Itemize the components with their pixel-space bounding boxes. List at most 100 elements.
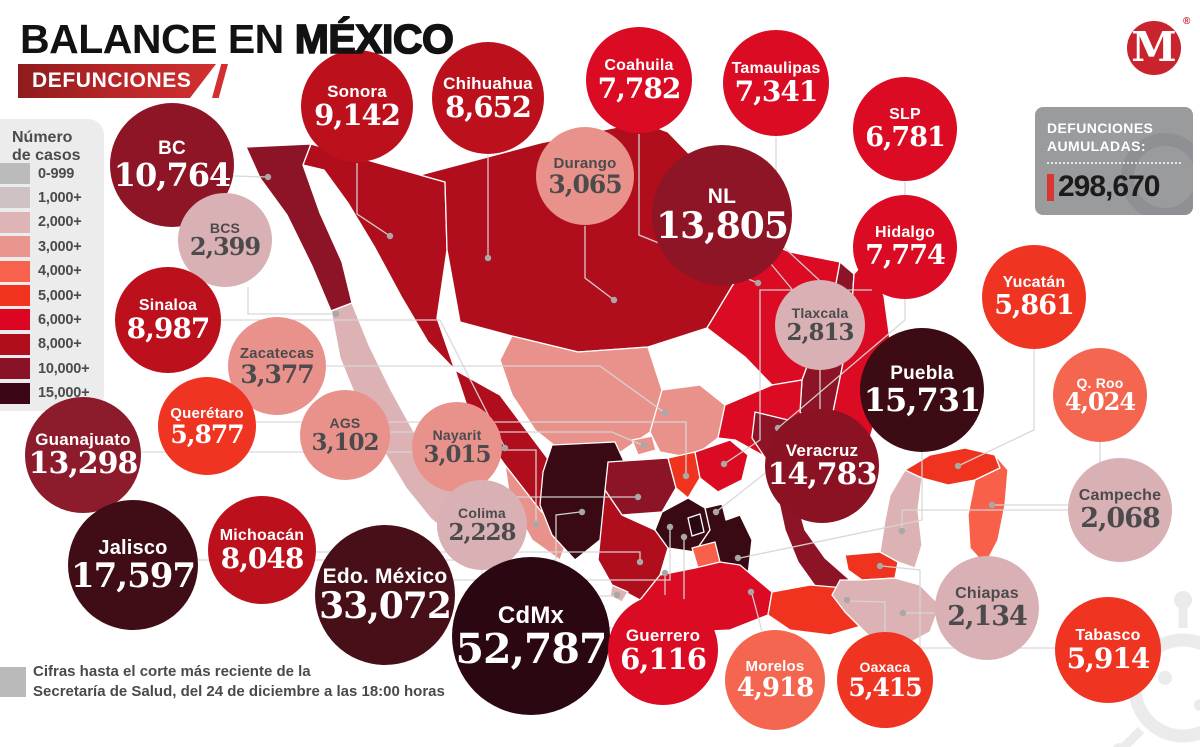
section-banner: DEFUNCIONES [18, 64, 216, 98]
state-bubble-veracruz: Veracruz 14,783 [765, 409, 879, 523]
bubble-death-count: 4,024 [1064, 387, 1136, 417]
legend-swatch [0, 285, 30, 306]
bubble-death-count: 8,048 [220, 541, 305, 575]
state-bubble-jalisco: Jalisco 17,597 [68, 500, 198, 630]
legend-item: 0-999 [0, 163, 74, 184]
accumulated-label-line1: DEFUNCIONES [1047, 120, 1154, 136]
legend-label: 2,000+ [38, 214, 82, 231]
state-bubble-sonora: Sonora 9,142 [301, 50, 413, 162]
legend-label: 0-999 [38, 165, 75, 182]
legend-label: 8,000+ [38, 336, 82, 353]
bubble-state-name: Guanajuato [35, 430, 131, 450]
legend-label: 10,000+ [38, 360, 90, 377]
state-bubble-campeche: Campeche 2,068 [1068, 458, 1172, 562]
map-state-cdmx [687, 513, 705, 537]
legend-item: 10,000+ [0, 358, 90, 380]
legend-label: 1,000+ [38, 189, 82, 206]
bubble-death-count: 14,783 [767, 457, 878, 493]
bubble-state-name: Hidalgo [874, 224, 936, 242]
bubble-death-count: 9,142 [314, 97, 401, 132]
state-bubble-michoacan: Michoacán 8,048 [208, 496, 316, 604]
registered-mark: ® [1183, 16, 1191, 27]
legend-swatch [0, 163, 30, 184]
bubble-death-count: 13,298 [28, 446, 139, 482]
bubble-state-name: Coahuila [604, 56, 674, 74]
bubble-death-count: 2,813 [786, 318, 854, 346]
bubble-state-name: CdMx [497, 602, 565, 630]
state-bubble-tamaulipas: Tamaulipas 7,341 [723, 30, 829, 136]
legend-swatch [0, 260, 30, 282]
bubble-death-count: 5,877 [170, 419, 244, 449]
bubble-death-count: 2,068 [1080, 503, 1161, 535]
state-bubble-ags: AGS 3,102 [300, 390, 390, 480]
bubble-death-count: 5,914 [1066, 641, 1151, 675]
bubble-death-count: 10,764 [113, 156, 231, 195]
bubble-state-name: AGS [329, 415, 361, 432]
bubble-death-count: 6,116 [620, 641, 707, 676]
footnote-swatch [0, 667, 26, 697]
bubble-death-count: 3,065 [548, 169, 622, 199]
footnote-line2: Secretaría de Salud, del 24 de diciembre… [33, 683, 445, 701]
state-bubble-edomex: Edo. México 33,072 [315, 525, 455, 665]
legend-item: 5,000+ [0, 285, 82, 306]
legend-swatch [0, 309, 30, 331]
bubble-death-count: 2,134 [947, 601, 1028, 633]
bubble-state-name: BCS [209, 219, 241, 236]
map-state-campeche [879, 469, 923, 569]
bubble-state-name: Oaxaca [859, 659, 911, 676]
bubble-state-name: Puebla [890, 363, 954, 385]
state-bubble-slp: SLP 6,781 [853, 77, 957, 181]
bubble-state-name: Chiapas [955, 585, 1019, 603]
bubble-death-count: 2,399 [189, 232, 261, 262]
bubble-death-count: 15,731 [863, 381, 981, 420]
state-bubble-coahuila: Coahuila 7,782 [586, 27, 692, 133]
state-bubble-sinaloa: Sinaloa 8,987 [115, 267, 221, 373]
legend-panel: Número de casos 0-999 1,000+ 2,000+ 3,000+ 4… [0, 119, 104, 411]
bubble-death-count: 5,861 [994, 290, 1075, 322]
bubble-state-name: Nayarit [432, 427, 482, 444]
map-state-jalisco [539, 441, 629, 561]
bubble-state-name: Tlaxcala [791, 305, 849, 322]
bubble-state-name: Michoacán [219, 526, 305, 544]
state-bubble-nl: NL 13,805 [652, 145, 792, 285]
legend-swatch [0, 211, 30, 233]
map-state-hidalgo [694, 439, 749, 493]
bubble-death-count: 33,072 [319, 585, 452, 628]
bubble-state-name: Jalisco [98, 536, 168, 559]
milenio-logo-icon: M [1127, 21, 1181, 75]
legend-item: 2,000+ [0, 211, 82, 233]
bubble-death-count: 3,377 [240, 359, 314, 389]
state-bubble-oaxaca: Oaxaca 5,415 [837, 632, 933, 728]
bubble-death-count: 7,341 [734, 74, 819, 108]
bubble-state-name: Campeche [1078, 487, 1162, 505]
legend-swatch [0, 333, 30, 355]
bubble-state-name: Morelos [745, 658, 805, 676]
state-bubble-queretaro: Querétaro 5,877 [158, 377, 256, 475]
state-bubble-hidalgo: Hidalgo 7,774 [853, 195, 957, 299]
page-title-bold: MÉXICO [294, 15, 455, 63]
legend-item: 4,000+ [0, 260, 82, 282]
footnote-line1: Cifras hasta el corte más reciente de la [33, 663, 311, 680]
bubble-death-count: 8,652 [445, 89, 532, 124]
legend-label: 3,000+ [38, 238, 82, 255]
legend-swatch [0, 236, 30, 258]
bubble-state-name: Guerrero [625, 625, 701, 645]
bubble-death-count: 7,774 [865, 240, 946, 272]
page-title: BALANCE EN MÉXICO [20, 15, 455, 63]
page-title-regular: BALANCE EN [20, 16, 295, 62]
state-bubble-tlaxcala: Tlaxcala 2,813 [775, 280, 865, 370]
state-bubble-colima: Colima 2,228 [437, 480, 527, 570]
bubble-death-count: 52,787 [455, 624, 608, 673]
bubble-state-name: Chihuahua [443, 73, 533, 93]
bubble-death-count: 7,782 [597, 71, 682, 105]
bubble-death-count: 8,987 [126, 311, 211, 345]
state-bubble-durango: Durango 3,065 [536, 127, 634, 225]
dotted-divider [1047, 162, 1181, 165]
state-bubble-cdmx: CdMx 52,787 [452, 557, 610, 715]
legend-item: 3,000+ [0, 236, 82, 258]
legend-label: 5,000+ [38, 287, 82, 304]
bubble-death-count: 5,415 [848, 672, 922, 702]
state-bubble-chiapas: Chiapas 2,134 [935, 556, 1039, 660]
accumulated-label-line2: AUMULADAS: [1047, 138, 1146, 155]
